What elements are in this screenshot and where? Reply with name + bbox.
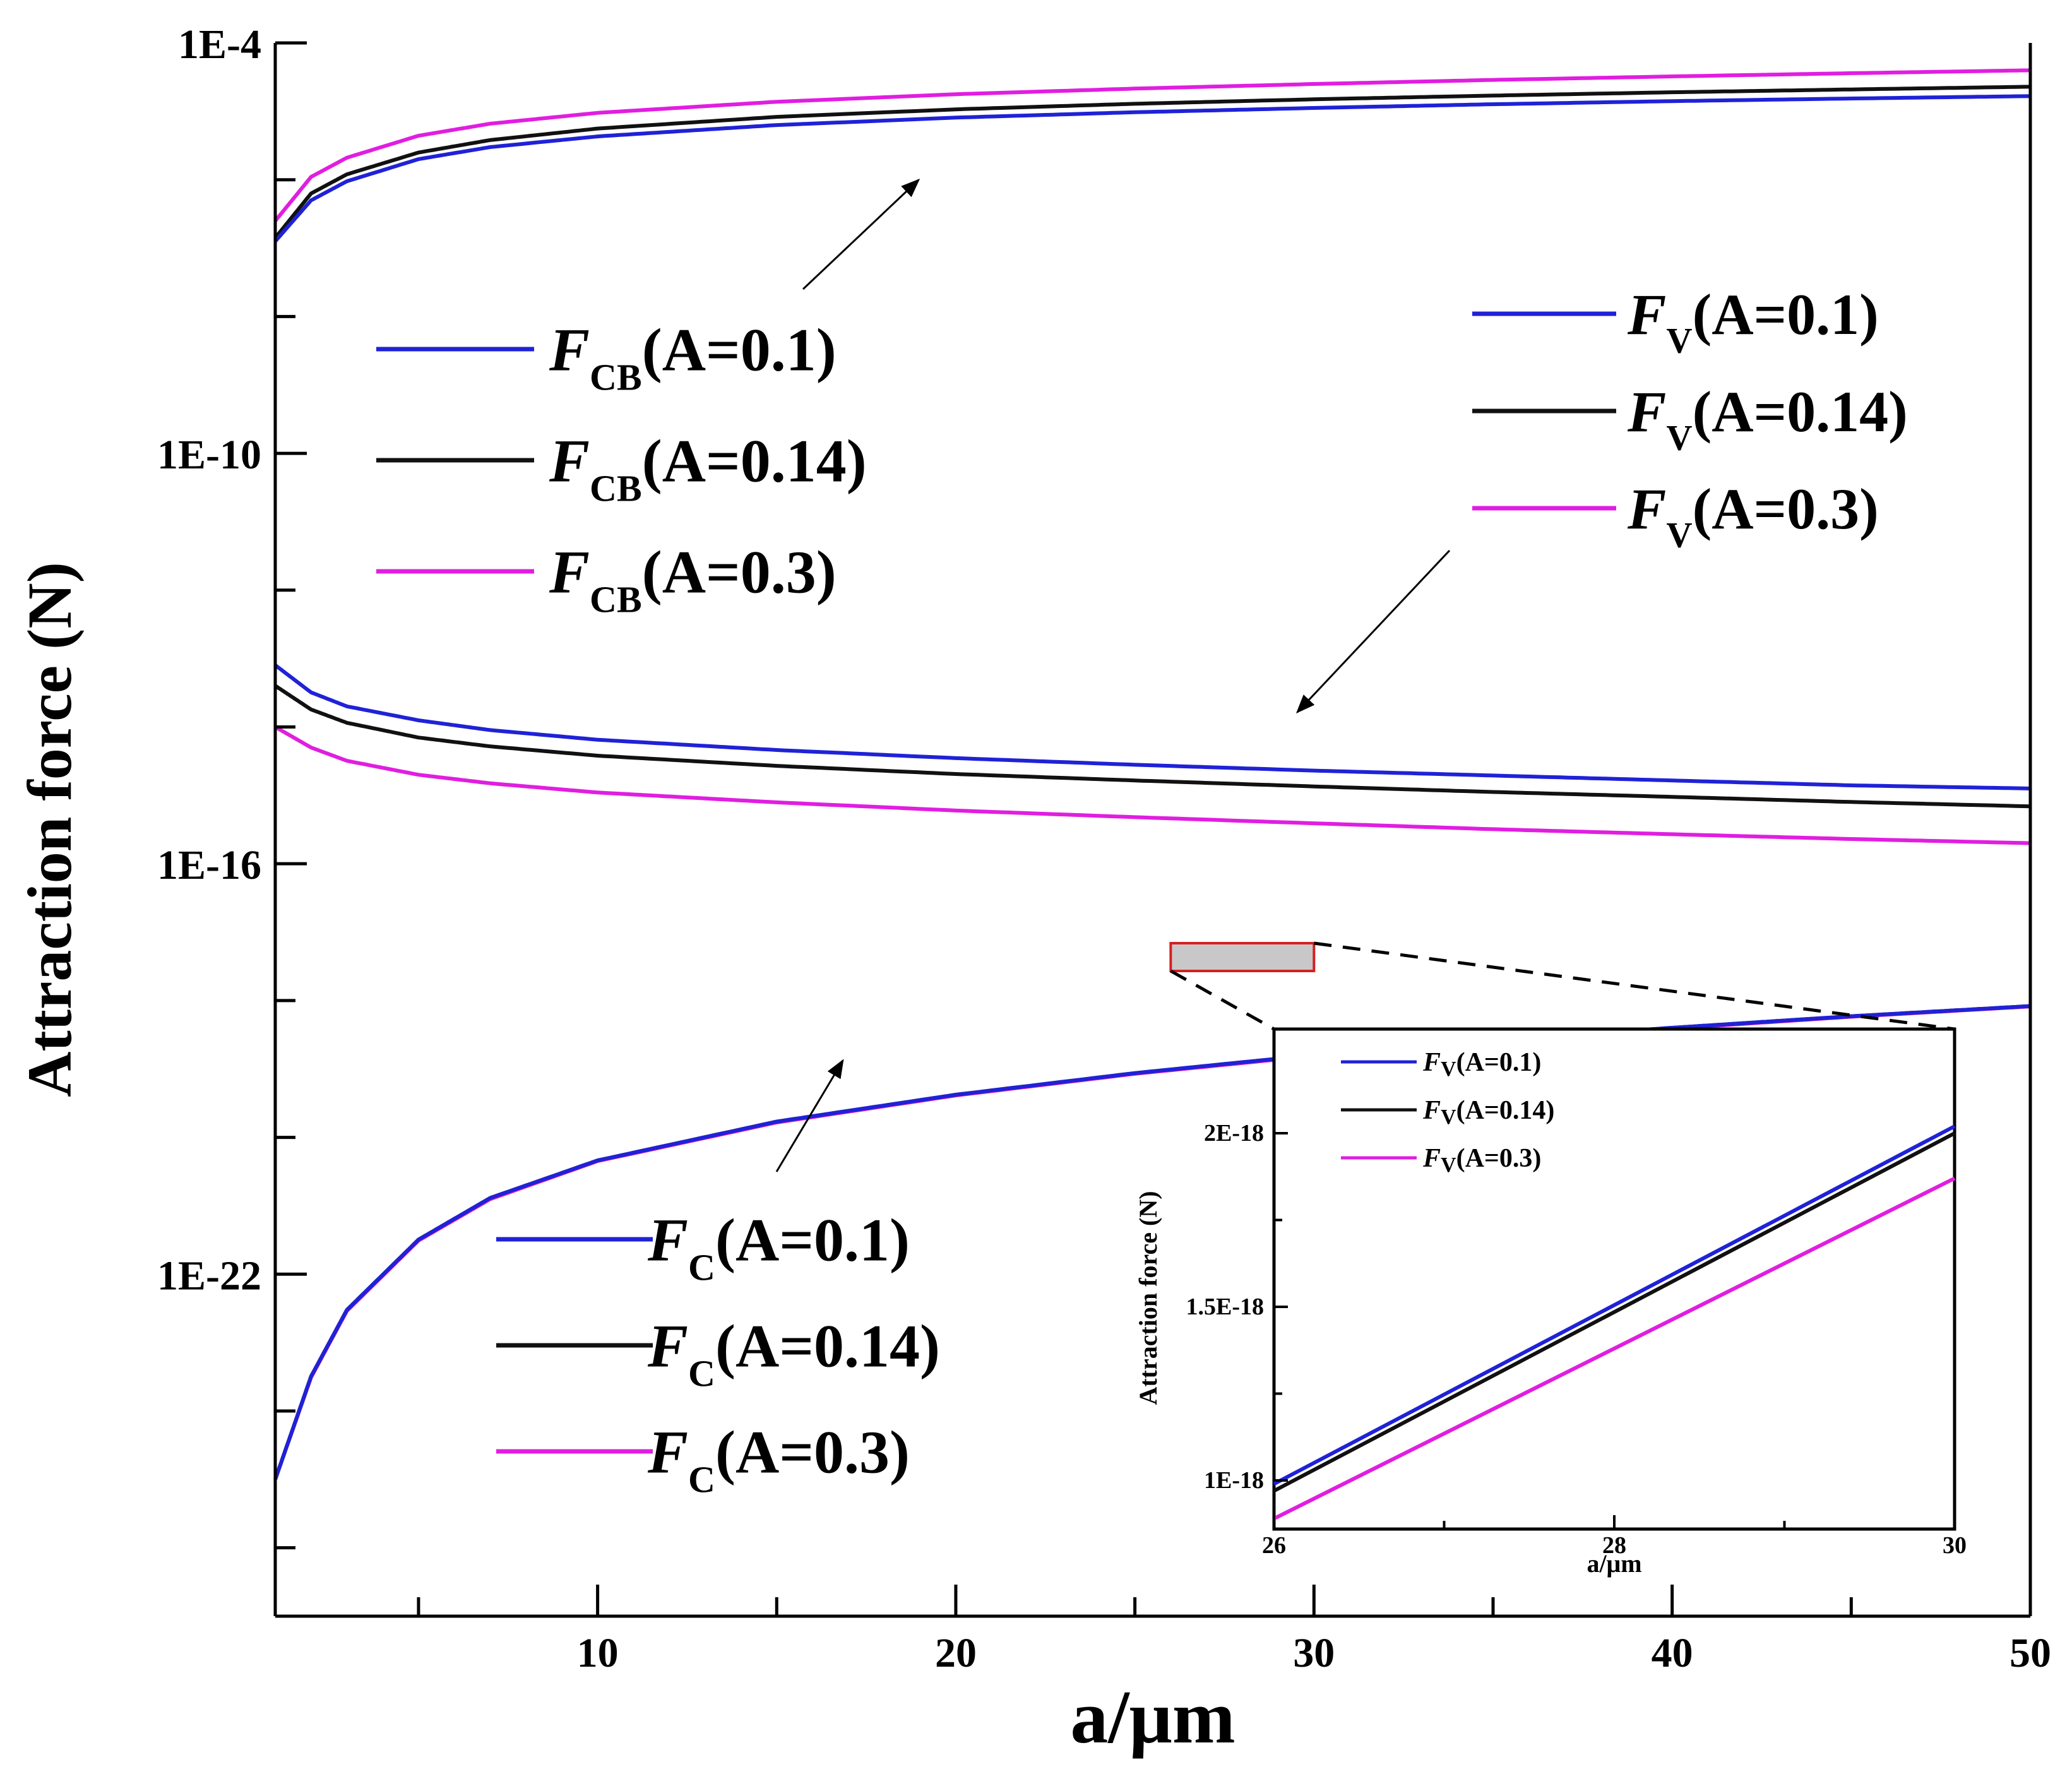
x-tick-label: 40 [1652,1630,1693,1676]
inset-series-line-0 [1273,1176,1956,1521]
legend-entry-fv-4: FV(A=0.14) [1472,379,1908,458]
inset-y-axis-label: Attraction force (N) [1134,1191,1162,1405]
legend-label: FC(A=0.3) [647,1419,910,1501]
series-line-fcb-2 [273,68,2031,222]
legend-label: FV(A=0.3) [1627,477,1879,555]
annotation-arrow-0 [802,178,920,290]
series-line-fv-4 [274,684,2031,809]
inset-legend-entry-1: FV(A=0.14) [1341,1096,1554,1129]
zoom-connector-left [1170,969,1275,1031]
y-tick-label: 1E-4 [178,21,261,68]
x-tick-label: 30 [1293,1630,1335,1676]
inset-x-axis-label: a/μm [1587,1549,1641,1578]
y-tick-label: 1E-16 [157,842,261,888]
x-tick-label: 20 [935,1630,977,1676]
legend-label: FC(A=0.1) [647,1206,910,1289]
series-line-fcb-1 [273,85,2031,239]
inset-legend-label: FV(A=0.1) [1422,1048,1541,1081]
zoom-connector-right [1313,941,1955,1031]
inset-x-tick-label: 30 [1943,1532,1967,1559]
legend-entry-fv-3: FV(A=0.1) [1472,282,1879,361]
legend-label: FCB(A=0.1) [549,316,837,398]
legend-label: FCB(A=0.3) [549,539,837,621]
series-line-fv-5 [274,725,2031,845]
legend-entry-fc-7: FC(A=0.14) [496,1313,940,1395]
series-line-fv-3 [274,664,2031,790]
x-tick-label: 10 [577,1630,619,1676]
legends: FCB(A=0.1) FCB(A=0.14) FCB(A=0.3) FV(A=0.1)… [376,282,1908,1500]
legend-entry-fcb-2: FCB(A=0.3) [376,539,837,621]
zoom-rect [1169,942,1316,972]
inset-legend-entry-0: FV(A=0.1) [1341,1048,1541,1081]
inset-legend-entry-2: FV(A=0.3) [1341,1144,1541,1177]
y-tick-label: 1E-22 [157,1253,261,1299]
x-tick-label: 50 [2009,1630,2051,1676]
legend-entry-fv-5: FV(A=0.3) [1472,477,1879,556]
y-axis-label: Attraction force (N) [15,562,85,1097]
legend-entry-fc-6: FC(A=0.1) [496,1206,910,1289]
inset-legend-label: FV(A=0.3) [1422,1144,1541,1177]
legend-entry-fcb-0: FCB(A=0.1) [376,316,837,398]
annotation-arrow-2 [775,1059,844,1172]
inset-legend-label: FV(A=0.14) [1422,1096,1554,1129]
legend-label: FC(A=0.14) [647,1313,940,1395]
zoom-indicator [1169,941,1955,1031]
inset-x-tick-label: 28 [1602,1532,1626,1559]
y-tick-label: 1E-10 [157,432,261,478]
series-line-fcb-0 [273,94,2031,243]
legend-entry-fcb-1: FCB(A=0.14) [376,427,867,509]
legend-label: FCB(A=0.14) [549,427,867,509]
legend-entry-fc-8: FC(A=0.3) [496,1419,910,1501]
x-axis-label: a/μm [1070,1675,1235,1759]
legend-label: FV(A=0.14) [1627,379,1908,458]
annotation-arrow-1 [1295,549,1451,714]
inset-series-line-2 [1273,1124,1956,1486]
inset-series-line-1 [1273,1131,1956,1493]
main-axes: 1E-4 1E-10 1E-16 1E-22 10 20 30 40 50 a/μm Attract… [15,21,2051,1759]
inset-y-tick-label: 1E-18 [1204,1467,1264,1494]
inset-frame [1272,1027,1956,1531]
legend-label: FV(A=0.1) [1627,282,1879,360]
inset-plot: 1E-18 1.5E-18 2E-18 26 28 30 a/μm Attraction fo… [1134,1027,1967,1578]
inset-y-tick-label: 2E-18 [1204,1120,1264,1146]
annotation-arrows [775,178,1451,1172]
inset-x-tick-label: 26 [1262,1532,1286,1559]
inset-y-tick-label: 1.5E-18 [1186,1294,1265,1320]
